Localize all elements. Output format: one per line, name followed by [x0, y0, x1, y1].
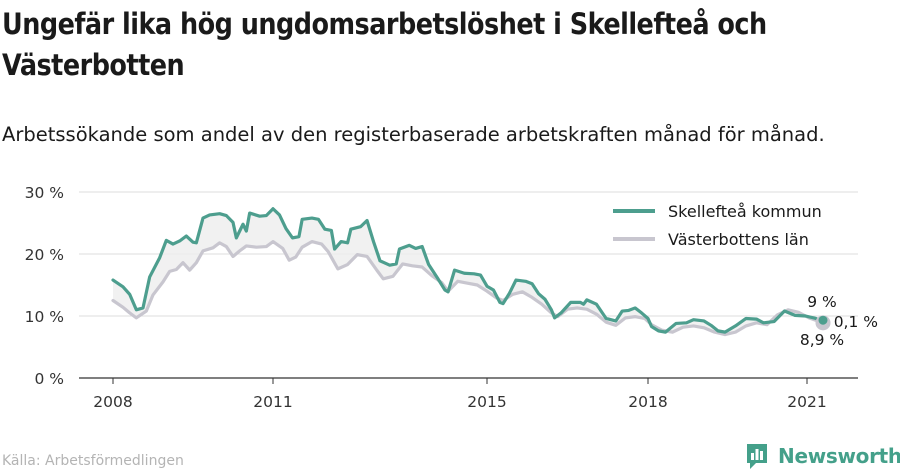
newsworthy-logo: Newsworthy — [745, 441, 900, 471]
chart-subtitle: Arbetssökande som andel av den registerb… — [2, 123, 825, 146]
legend-label-skelleftea: Skellefteå kommun — [668, 202, 822, 221]
series-line-vasterbotten — [111, 240, 825, 337]
x-tick-label: 2018 — [628, 393, 667, 411]
brand-name: Newsworthy — [778, 444, 900, 468]
annotation-difference: 0,1 % — [834, 313, 878, 331]
newsworthy-logo-icon — [747, 444, 767, 469]
y-tick-label: 20 % — [25, 246, 64, 264]
series-line-skelleftea — [111, 207, 825, 334]
endpoint-skelleftea — [818, 315, 828, 325]
difference-band — [113, 208, 823, 335]
x-tick-label: 2008 — [93, 393, 132, 411]
y-tick-label: 10 % — [25, 308, 64, 326]
y-tick-label: 0 % — [34, 370, 64, 388]
annotation-vasterbotten: 8,9 % — [800, 331, 844, 349]
x-tick-label: 2021 — [787, 393, 826, 411]
y-tick-label: 30 % — [25, 184, 64, 202]
x-tick-label: 2011 — [253, 393, 292, 411]
legend-label-vasterbotten: Västerbottens län — [668, 230, 809, 249]
chart-title: Ungefär lika hög ungdomsarbetslöshet i S… — [2, 7, 767, 82]
annotation-skelleftea: 9 % — [807, 293, 837, 311]
source-note: Källa: Arbetsförmedlingen — [2, 453, 184, 469]
x-tick-label: 2015 — [467, 393, 506, 411]
